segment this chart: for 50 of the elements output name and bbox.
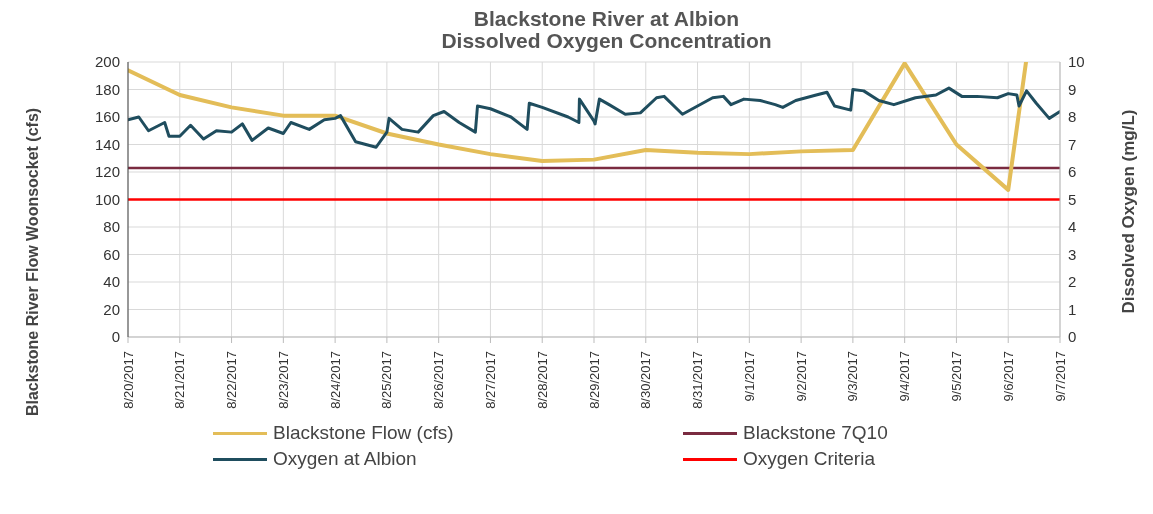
- x-tick-label: 9/5/2017: [948, 351, 964, 402]
- x-tick-label: 8/20/2017: [120, 351, 136, 409]
- x-tick-label: 9/1/2017: [741, 351, 757, 402]
- x-tick-label: 8/31/2017: [690, 351, 706, 409]
- line-series: [128, 86, 1060, 149]
- y-tick-label: 100: [94, 190, 120, 208]
- x-tick-label: 8/23/2017: [275, 351, 291, 409]
- y-axis-title: Blackstone River Flow Woonsocket (cfs): [23, 107, 41, 417]
- y-tick-label: 120: [94, 163, 120, 181]
- legend-label: Oxygen at Albion: [273, 448, 417, 470]
- y2-tick-label: 7: [1068, 135, 1077, 153]
- y-tick-label: 40: [103, 273, 120, 291]
- y-tick-label: 200: [94, 53, 120, 71]
- x-tick-label: 9/6/2017: [1000, 351, 1016, 402]
- y2-tick-label: 8: [1068, 108, 1077, 126]
- x-tick-label: 8/27/2017: [482, 351, 498, 409]
- x-tick-label: 8/26/2017: [431, 351, 447, 409]
- y-tick-label: 180: [94, 80, 120, 98]
- y2-tick-label: 9: [1068, 80, 1077, 98]
- y-tick-label: 60: [103, 245, 120, 263]
- y2-tick-label: 0: [1068, 328, 1077, 346]
- y2-tick-label: 6: [1068, 163, 1077, 181]
- x-tick-label: 9/4/2017: [897, 351, 913, 402]
- y2-tick-label: 2: [1068, 273, 1077, 291]
- x-tick-label: 8/28/2017: [534, 351, 550, 409]
- y2-tick-label: 5: [1068, 190, 1077, 208]
- x-tick-label: 9/3/2017: [845, 351, 861, 402]
- x-tick-label: 8/30/2017: [638, 351, 654, 409]
- line-series: [128, 62, 1029, 192]
- legend-label: Oxygen Criteria: [743, 448, 875, 470]
- y-tick-label: 80: [103, 218, 120, 236]
- x-tick-label: 8/25/2017: [379, 351, 395, 409]
- y2-tick-label: 3: [1068, 245, 1077, 263]
- x-tick-label: 9/7/2017: [1052, 351, 1068, 402]
- x-tick-label: 8/21/2017: [172, 351, 188, 409]
- y-tick-label: 140: [94, 135, 120, 153]
- chart-title: Blackstone River at Albion Dissolved Oxygen Concentration: [440, 7, 773, 52]
- y2-tick-label: 1: [1068, 300, 1077, 318]
- y-tick-label: 20: [103, 300, 120, 318]
- y2-axis-title: Dissolved Oxygen (mg/L): [1119, 109, 1139, 314]
- x-tick-label: 9/2/2017: [793, 351, 809, 402]
- y2-tick-label: 10: [1068, 53, 1085, 71]
- x-tick-label: 8/22/2017: [224, 351, 240, 409]
- legend-label: Blackstone 7Q10: [743, 422, 888, 444]
- x-tick-label: 8/24/2017: [327, 351, 343, 409]
- y2-tick-label: 4: [1068, 218, 1077, 236]
- y-tick-label: 160: [94, 108, 120, 126]
- legend-label: Blackstone Flow (cfs): [273, 422, 454, 444]
- y-tick-label: 0: [111, 328, 120, 346]
- x-tick-label: 8/29/2017: [586, 351, 602, 409]
